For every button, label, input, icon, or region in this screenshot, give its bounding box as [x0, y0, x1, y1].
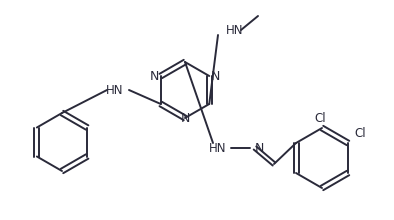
Text: HN: HN [106, 84, 124, 97]
Text: N: N [210, 70, 220, 82]
Text: N: N [150, 70, 160, 82]
Text: N: N [255, 141, 264, 154]
Text: Cl: Cl [314, 112, 326, 125]
Text: HN: HN [226, 24, 243, 37]
Text: N: N [180, 112, 190, 125]
Text: Cl: Cl [354, 126, 366, 139]
Text: HN: HN [209, 141, 227, 154]
